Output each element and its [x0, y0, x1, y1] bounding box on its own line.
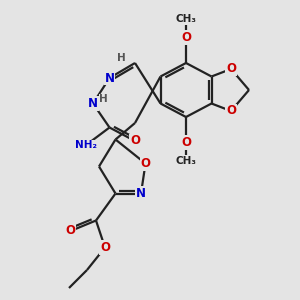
Text: CH₃: CH₃ [176, 155, 197, 166]
Text: O: O [65, 224, 76, 238]
Text: CH₃: CH₃ [176, 14, 197, 25]
Text: O: O [226, 62, 236, 76]
Text: O: O [130, 134, 140, 148]
Text: N: N [136, 187, 146, 200]
Text: O: O [181, 31, 191, 44]
Text: NH₂: NH₂ [74, 140, 97, 151]
Text: H: H [117, 53, 126, 64]
Text: N: N [104, 71, 115, 85]
Text: N: N [88, 97, 98, 110]
Text: O: O [181, 136, 191, 149]
Text: O: O [100, 241, 110, 254]
Text: H: H [99, 94, 108, 104]
Text: O: O [226, 104, 236, 118]
Text: O: O [140, 157, 151, 170]
